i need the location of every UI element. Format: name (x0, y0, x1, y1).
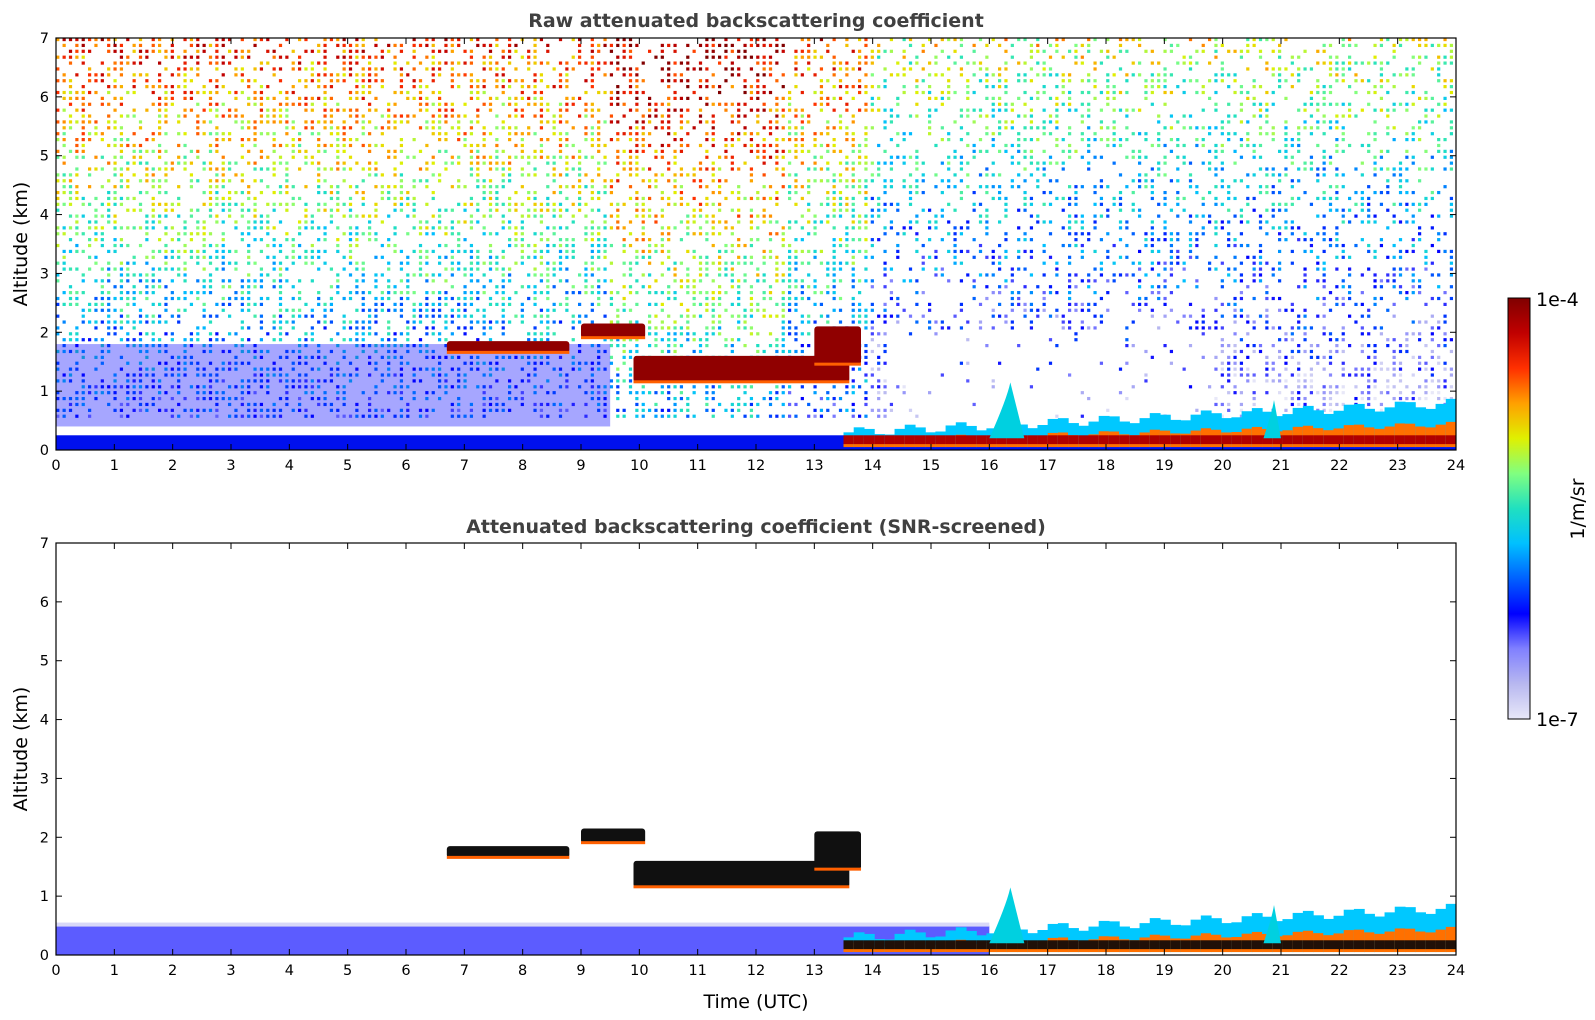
top-y-axis: 0 1 2 3 4 5 6 7 (40, 31, 1456, 459)
colorbar-gradient (1507, 297, 1531, 720)
x-tick-label: 4 (285, 963, 294, 979)
x-tick-label: 6 (401, 458, 410, 474)
x-tick-label: 12 (747, 458, 765, 474)
y-tick-label: 6 (40, 90, 49, 106)
x-axis-label: Time (UTC) (702, 991, 808, 1013)
x-tick-label: 13 (805, 458, 823, 474)
x-tick-label: 11 (688, 963, 706, 979)
y-tick-label: 5 (40, 149, 49, 165)
x-tick-label: 16 (980, 458, 998, 474)
y-tick-label: 5 (40, 654, 49, 670)
y-tick-label: 1 (40, 889, 49, 905)
x-tick-label: 18 (1097, 963, 1115, 979)
x-tick-label: 21 (1272, 458, 1290, 474)
top-x-axis: 0 1 2 3 4 5 6 7 8 9 10 11 12 13 14 15 16 17 18 19 20 21 22 23 24 (51, 38, 1465, 474)
x-tick-label: 24 (1447, 458, 1465, 474)
top-panel-title: Raw attenuated backscattering coefficien… (528, 10, 984, 32)
y-tick-label: 6 (40, 595, 49, 611)
y-tick-label: 4 (40, 713, 49, 729)
x-tick-label: 7 (460, 963, 469, 979)
colorbar: 1e-4 1e-7 1/m/sr (1507, 289, 1589, 731)
x-tick-label: 2 (168, 458, 177, 474)
x-tick-label: 16 (980, 963, 998, 979)
x-tick-label: 20 (1213, 963, 1231, 979)
x-tick-label: 10 (630, 458, 648, 474)
bottom-x-axis: 0 1 2 3 4 5 6 7 8 9 10 11 12 13 14 15 16 17 18 19 20 21 22 23 24 (51, 543, 1465, 979)
x-tick-label: 17 (1038, 458, 1056, 474)
x-tick-label: 0 (51, 963, 60, 979)
x-tick-label: 5 (343, 963, 352, 979)
top-heatmap (56, 38, 1456, 450)
bottom-y-axis-label: Altitude (km) (10, 687, 32, 812)
top-y-axis-label: Altitude (km) (10, 182, 32, 307)
x-tick-label: 5 (343, 458, 352, 474)
y-tick-label: 3 (40, 266, 49, 282)
x-tick-label: 15 (922, 963, 940, 979)
y-tick-label: 2 (40, 830, 49, 846)
x-tick-label: 13 (805, 963, 823, 979)
x-tick-label: 14 (863, 963, 881, 979)
y-tick-label: 0 (40, 948, 49, 964)
y-tick-label: 4 (40, 208, 49, 224)
y-tick-label: 2 (40, 325, 49, 341)
x-tick-label: 1 (110, 458, 119, 474)
colorbar-unit-label: 1/m/sr (1567, 478, 1589, 539)
bottom-heatmap (56, 828, 1456, 955)
x-tick-label: 0 (51, 458, 60, 474)
y-tick-label: 7 (40, 536, 49, 552)
x-tick-label: 19 (1155, 458, 1173, 474)
x-tick-label: 1 (110, 963, 119, 979)
x-tick-label: 10 (630, 963, 648, 979)
x-tick-label: 3 (226, 963, 235, 979)
x-tick-label: 7 (460, 458, 469, 474)
x-tick-label: 12 (747, 963, 765, 979)
x-tick-label: 20 (1213, 458, 1231, 474)
x-tick-label: 22 (1330, 458, 1348, 474)
x-tick-label: 14 (863, 458, 881, 474)
x-tick-label: 9 (576, 963, 585, 979)
x-tick-label: 18 (1097, 458, 1115, 474)
x-tick-label: 23 (1388, 963, 1406, 979)
y-tick-label: 7 (40, 31, 49, 47)
x-tick-label: 22 (1330, 963, 1348, 979)
raw-backscatter-panel: Raw attenuated backscattering coefficien… (10, 10, 1465, 474)
x-tick-label: 15 (922, 458, 940, 474)
x-tick-label: 6 (401, 963, 410, 979)
x-tick-label: 19 (1155, 963, 1173, 979)
x-tick-label: 4 (285, 458, 294, 474)
x-tick-label: 23 (1388, 458, 1406, 474)
y-tick-label: 0 (40, 443, 49, 459)
colorbar-min-label: 1e-7 (1536, 709, 1579, 731)
x-tick-label: 9 (576, 458, 585, 474)
x-tick-label: 21 (1272, 963, 1290, 979)
x-tick-label: 2 (168, 963, 177, 979)
colorbar-max-label: 1e-4 (1536, 289, 1579, 311)
y-tick-label: 1 (40, 384, 49, 400)
x-tick-label: 17 (1038, 963, 1056, 979)
bottom-plot-frame (55, 542, 1457, 956)
bottom-y-axis: 0 1 2 3 4 5 6 7 (40, 536, 1456, 964)
x-tick-label: 24 (1447, 963, 1465, 979)
x-tick-label: 8 (518, 458, 527, 474)
x-tick-label: 11 (688, 458, 706, 474)
x-tick-label: 3 (226, 458, 235, 474)
x-tick-label: 8 (518, 963, 527, 979)
y-tick-label: 3 (40, 771, 49, 787)
bottom-panel-title: Attenuated backscattering coefficient (S… (466, 516, 1046, 538)
screened-backscatter-panel: Attenuated backscattering coefficient (S… (10, 516, 1465, 1013)
